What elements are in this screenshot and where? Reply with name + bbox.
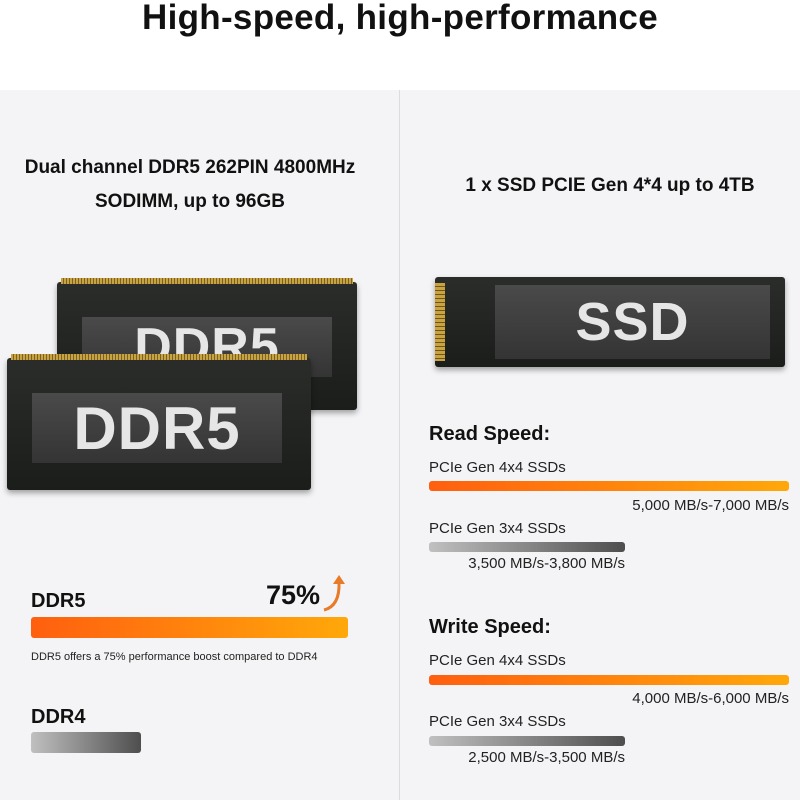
ddr5-bar	[31, 617, 348, 638]
read-bar-gen4	[429, 481, 789, 491]
page-title: High-speed, high-performance	[142, 0, 658, 37]
ssd-label: SSD	[495, 285, 770, 359]
ram-label-front: DDR5	[32, 393, 282, 463]
ddr4-bar	[31, 732, 141, 753]
ddr5-label: DDR5	[31, 590, 86, 612]
write-bar-gen4	[429, 675, 789, 685]
storage-heading: 1 x SSD PCIE Gen 4*4 up to 4TB	[465, 175, 755, 196]
divider	[399, 90, 400, 800]
memory-heading: Dual channel DDR5 262PIN 4800MHz SODIMM,…	[0, 151, 400, 219]
memory-heading-line1: Dual channel DDR5 262PIN 4800MHz	[24, 157, 356, 178]
write-row-value: 4,000 MB/s-6,000 MB/s	[632, 690, 789, 707]
read-bar-gen3	[429, 542, 625, 552]
write-bar-gen3	[429, 736, 625, 746]
write-row-label: PCIe Gen 4x4 SSDs	[429, 652, 566, 669]
read-row-value: 3,500 MB/s-3,800 MB/s	[468, 555, 625, 572]
write-row-label: PCIe Gen 3x4 SSDs	[429, 713, 566, 730]
write-speed-title: Write Speed:	[429, 616, 551, 638]
ram-module-front: DDR5	[7, 354, 311, 490]
read-speed-title: Read Speed:	[429, 423, 551, 445]
write-row-value: 2,500 MB/s-3,500 MB/s	[468, 749, 625, 766]
ssd-module: SSD	[435, 277, 785, 367]
boost-value: 75%	[266, 580, 321, 610]
ddr5-note: DDR5 offers a 75% performance boost comp…	[31, 651, 318, 663]
read-row-label: PCIe Gen 3x4 SSDs	[429, 520, 566, 537]
arrow-up-icon	[323, 575, 345, 612]
read-row-value: 5,000 MB/s-7,000 MB/s	[632, 497, 789, 514]
ddr4-label: DDR4	[31, 706, 86, 728]
read-row-label: PCIe Gen 4x4 SSDs	[429, 459, 566, 476]
header-band	[0, 0, 800, 90]
memory-heading-line2: SODIMM, up to 96GB	[95, 191, 285, 212]
